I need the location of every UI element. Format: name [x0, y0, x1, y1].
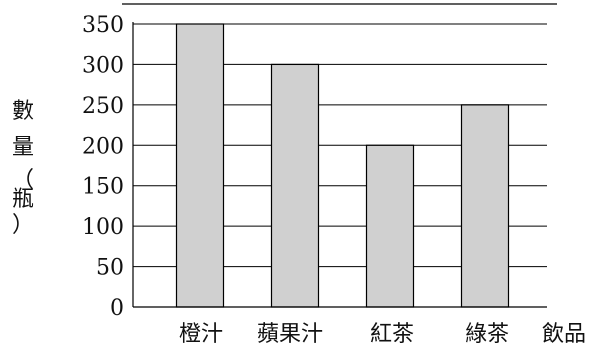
y-axis-label-char: ）: [12, 213, 34, 238]
y-tick-label: 250: [82, 94, 124, 119]
y-tick-label: 0: [110, 296, 124, 321]
bars: [175, 23, 510, 308]
y-tick-label: 100: [82, 215, 124, 240]
x-axis-label: 飲品: [542, 322, 586, 347]
y-tick-label: 350: [82, 13, 124, 38]
bar-1: [175, 23, 225, 308]
bar-2: [270, 63, 320, 308]
y-axis-label-char: 量: [12, 135, 34, 160]
y-tick-label: 200: [82, 134, 124, 159]
y-tick-label: 50: [96, 256, 124, 281]
bar-4: [460, 104, 510, 308]
x-category-label: 橙汁: [179, 322, 223, 347]
y-axis-label-char: 數: [12, 99, 34, 124]
y-tick-labels: 0 50 100 150 200 250 300 350: [82, 13, 124, 321]
axes: [122, 3, 557, 308]
x-category-label: 綠茶: [465, 322, 509, 347]
y-axis-label-char: （: [12, 168, 34, 193]
x-category-label: 蘋果汁: [257, 322, 323, 347]
y-axis-label: 數量 （瓶）: [12, 99, 34, 238]
bar-3: [365, 144, 415, 308]
y-tick-label: 150: [82, 175, 124, 200]
y-tick-label: 300: [82, 53, 124, 78]
y-axis-label-char: 瓶: [12, 187, 34, 212]
x-category-label: 紅茶: [370, 322, 414, 347]
x-category-labels: 橙汁 蘋果汁 紅茶 綠茶: [179, 322, 509, 347]
